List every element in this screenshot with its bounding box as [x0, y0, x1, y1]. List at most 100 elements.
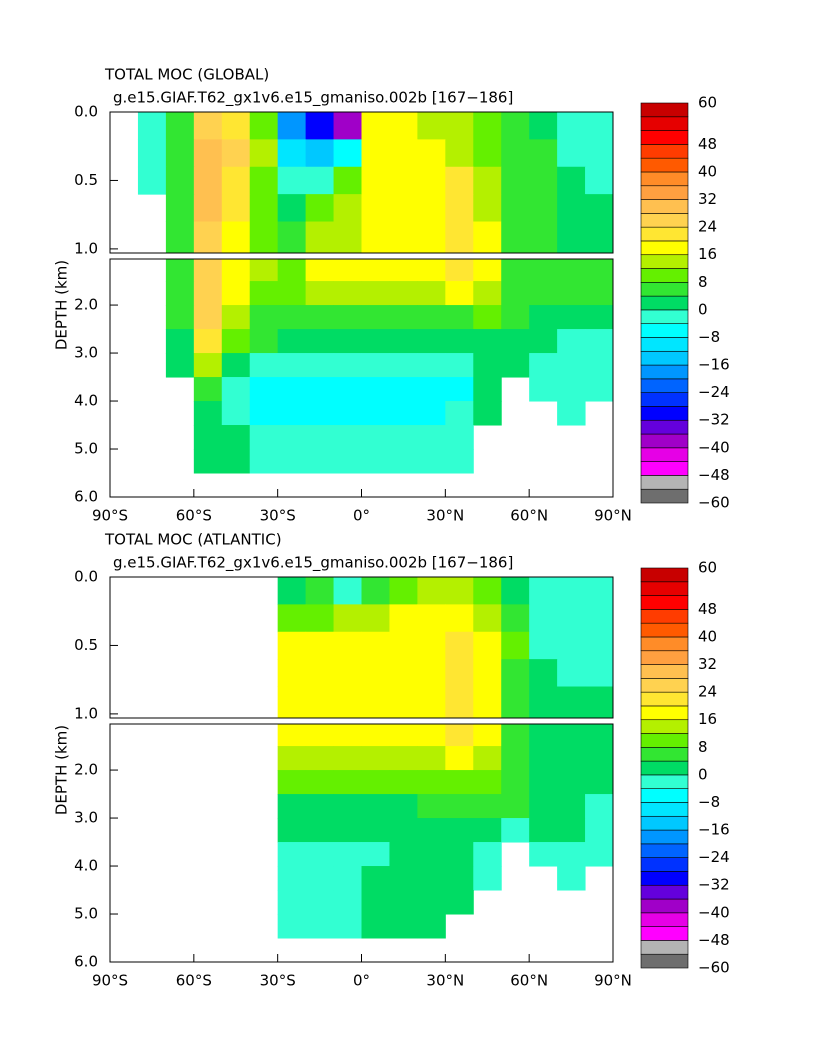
x-tick-label: 30°N	[426, 507, 464, 525]
cell	[445, 631, 474, 660]
cell	[277, 449, 307, 474]
cell	[417, 914, 446, 939]
cell	[529, 139, 558, 168]
cell	[277, 794, 307, 819]
cell	[361, 890, 390, 915]
cell	[557, 631, 586, 660]
cell	[333, 305, 362, 330]
cell	[305, 890, 335, 915]
cell	[333, 353, 362, 378]
cell	[389, 329, 418, 354]
cell	[361, 353, 390, 378]
cell	[417, 890, 446, 915]
cell	[585, 305, 613, 330]
colorbar-box	[640, 636, 689, 652]
cell	[501, 577, 530, 605]
panel-frame	[109, 576, 614, 719]
colorbar-label: −48	[698, 931, 730, 949]
colorbar-box	[640, 733, 689, 748]
cell	[249, 194, 279, 223]
y-tick-label: 0.0	[74, 568, 98, 586]
colorbar-label: −8	[698, 328, 720, 346]
colorbar-label: 16	[698, 245, 717, 263]
cell	[417, 577, 446, 605]
cell	[585, 139, 613, 168]
cell	[221, 139, 251, 168]
cell	[501, 305, 530, 330]
cell	[361, 377, 390, 402]
colorbar-label: 0	[698, 300, 708, 318]
colorbar-box	[640, 144, 689, 159]
cell	[417, 329, 446, 354]
cell	[193, 166, 223, 195]
x-tick-label: 0°	[353, 507, 370, 525]
x-tick-label: 0°	[353, 972, 370, 990]
cell	[585, 353, 613, 378]
cell	[473, 259, 502, 282]
cell	[557, 305, 586, 330]
colorbar-box	[640, 871, 689, 886]
cell	[277, 221, 307, 253]
cell	[417, 449, 446, 474]
x-tick-label: 60°N	[510, 972, 548, 990]
cell	[361, 259, 390, 282]
cell	[361, 631, 390, 660]
y-tick-label: 3.0	[74, 344, 98, 362]
cell	[333, 139, 362, 168]
cell	[473, 659, 502, 688]
cell	[333, 449, 362, 474]
cell	[277, 746, 307, 771]
cell	[305, 281, 335, 306]
cell	[585, 686, 613, 718]
cell	[529, 329, 558, 354]
cell	[473, 221, 502, 253]
cell	[305, 866, 335, 891]
cell	[221, 305, 251, 330]
cell	[361, 166, 390, 195]
cell	[585, 221, 613, 253]
cell	[221, 281, 251, 306]
cell	[501, 139, 530, 168]
cell	[249, 221, 279, 253]
colorbar-label: 40	[698, 627, 717, 645]
cell	[193, 401, 223, 426]
cell	[277, 305, 307, 330]
cell	[305, 166, 335, 195]
cell	[501, 724, 530, 747]
colorbar-label: 8	[698, 738, 708, 756]
cell	[585, 577, 613, 605]
cell	[557, 112, 586, 140]
cell	[417, 866, 446, 891]
cell	[277, 866, 307, 891]
colorbar-label: −16	[698, 821, 730, 839]
cell	[277, 914, 307, 939]
cell	[277, 353, 307, 378]
cell	[221, 377, 251, 402]
cell	[249, 425, 279, 450]
cell	[557, 221, 586, 253]
cell	[417, 842, 446, 867]
colorbar-box	[640, 226, 689, 242]
cell	[333, 259, 362, 282]
cell	[529, 604, 558, 633]
cell	[445, 259, 474, 282]
colorbar-box	[640, 595, 689, 610]
y-axis-label: DEPTH (km)	[53, 260, 71, 350]
cell	[389, 221, 418, 253]
cell	[417, 281, 446, 306]
cell	[361, 724, 390, 747]
colorbar-box	[640, 488, 689, 504]
colorbar-label: 0	[698, 765, 708, 783]
cell	[417, 112, 446, 140]
cell	[193, 194, 223, 223]
cell	[277, 659, 307, 688]
colorbar-box	[640, 350, 689, 366]
cell	[305, 577, 335, 605]
y-tick-label: 0.0	[74, 103, 98, 121]
cell	[333, 914, 362, 939]
colorbar-box	[640, 953, 689, 969]
cell	[501, 794, 530, 819]
colorbar-box	[640, 337, 689, 352]
cell	[473, 842, 502, 867]
cell	[389, 281, 418, 306]
